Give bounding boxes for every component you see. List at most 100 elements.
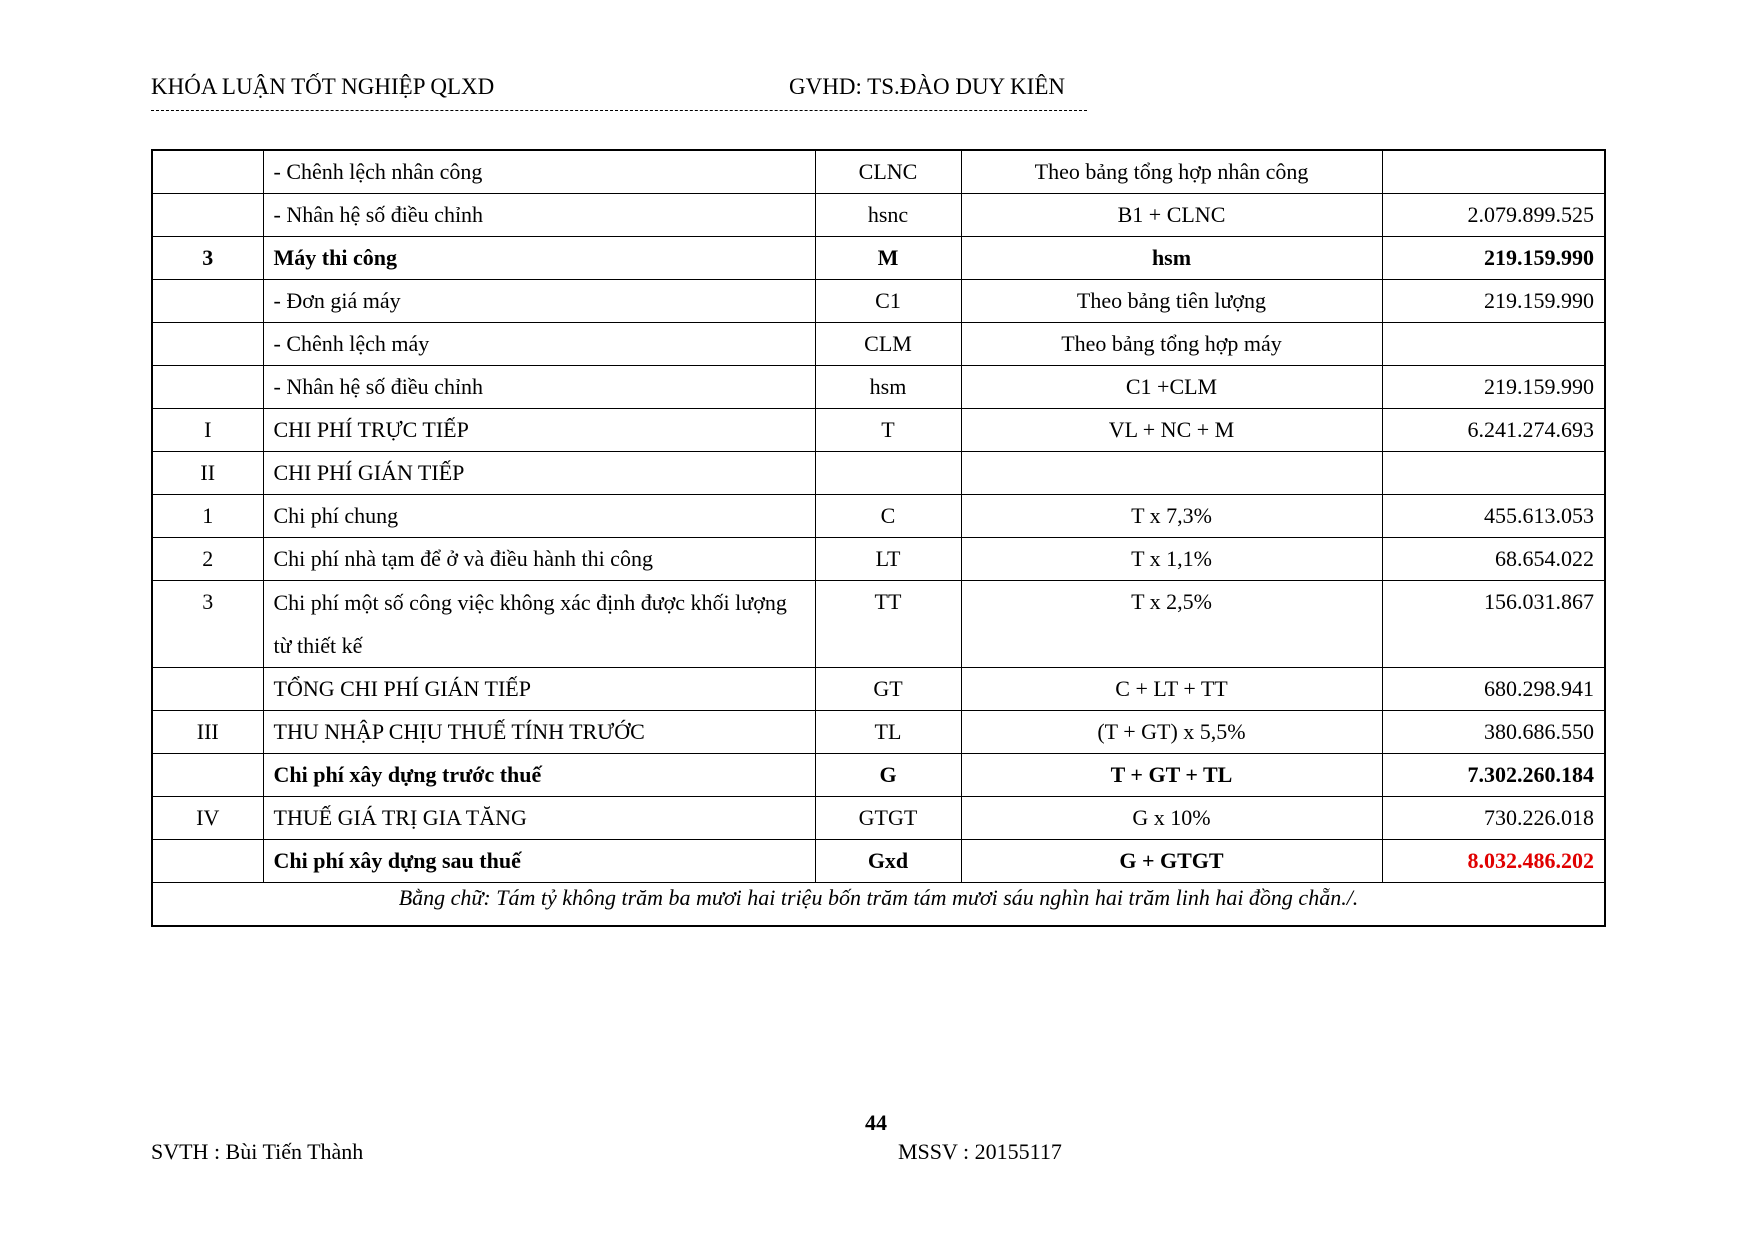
header-thesis-title: KHÓA LUẬN TỐT NGHIỆP QLXD — [151, 74, 495, 99]
row-number — [151, 365, 264, 409]
item-code: TT — [814, 580, 962, 668]
item-code — [814, 451, 962, 495]
item-value — [1381, 451, 1606, 495]
item-name: Chi phí chung — [262, 494, 816, 538]
header-divider — [151, 110, 1087, 111]
item-formula: C + LT + TT — [960, 667, 1383, 711]
item-value: 455.613.053 — [1381, 494, 1606, 538]
row-number: II — [151, 451, 264, 495]
table-row: - Nhân hệ số điều chỉnh hsnc B1 + CLNC 2.07… — [151, 193, 1606, 237]
item-name: Chi phí xây dựng sau thuế — [262, 839, 816, 883]
header-supervisor: GVHD: TS.ĐÀO DUY KIÊN — [789, 74, 1065, 99]
row-number — [151, 193, 264, 237]
item-formula: Theo bảng tổng hợp nhân công — [960, 149, 1383, 194]
item-formula: G + GTGT — [960, 839, 1383, 883]
row-number — [151, 279, 264, 323]
item-formula: T + GT + TL — [960, 753, 1383, 797]
item-formula: G x 10% — [960, 796, 1383, 840]
page-number: 44 — [865, 1110, 887, 1135]
item-value: 2.079.899.525 — [1381, 193, 1606, 237]
cost-table: - Chênh lệch nhân công CLNC Theo bảng tổng… — [151, 149, 1606, 927]
row-number: I — [151, 408, 264, 452]
item-code: Gxd — [814, 839, 962, 883]
item-formula: T x 7,3% — [960, 494, 1383, 538]
item-formula: Theo bảng tiên lượng — [960, 279, 1383, 323]
item-name: CHI PHÍ TRỰC TIẾP — [262, 408, 816, 452]
item-code: T — [814, 408, 962, 452]
student-id: MSSV : 20155117 — [898, 1139, 1062, 1164]
item-value: 68.654.022 — [1381, 537, 1606, 581]
item-code: M — [814, 236, 962, 280]
item-code: CLNC — [814, 149, 962, 194]
item-code: CLM — [814, 322, 962, 366]
item-code: TL — [814, 710, 962, 754]
item-value — [1381, 149, 1606, 194]
row-number — [151, 753, 264, 797]
item-value: 8.032.486.202 — [1381, 839, 1606, 883]
item-name: TỔNG CHI PHÍ GIÁN TIẾP — [262, 667, 816, 711]
item-name: Chi phí nhà tạm để ở và điều hành thi cô… — [262, 537, 816, 581]
item-name: - Nhân hệ số điều chỉnh — [262, 365, 816, 409]
item-value: 380.686.550 — [1381, 710, 1606, 754]
table-row: - Chênh lệch máy CLM Theo bảng tổng hợp má… — [151, 322, 1606, 366]
table-row: - Đơn giá máy C1 Theo bảng tiên lượng 219.1… — [151, 279, 1606, 323]
table-row: - Nhân hệ số điều chỉnh hsm C1 +CLM 219.159… — [151, 365, 1606, 409]
table-row: TỔNG CHI PHÍ GIÁN TIẾP GT C + LT + TT 680.2… — [151, 667, 1606, 711]
item-name: THUẾ GIÁ TRỊ GIA TĂNG — [262, 796, 816, 840]
item-formula: VL + NC + M — [960, 408, 1383, 452]
row-number: 2 — [151, 537, 264, 581]
row-number: IV — [151, 796, 264, 840]
item-code: GT — [814, 667, 962, 711]
item-code: hsnc — [814, 193, 962, 237]
row-number — [151, 149, 264, 194]
table-row: II CHI PHÍ GIÁN TIẾP — [151, 451, 1606, 495]
table-row: Chi phí xây dựng sau thuế Gxd G + GTGT 8.03… — [151, 839, 1606, 883]
table-row: - Chênh lệch nhân công CLNC Theo bảng tổng… — [151, 149, 1606, 194]
item-value: 7.302.260.184 — [1381, 753, 1606, 797]
item-formula: hsm — [960, 236, 1383, 280]
student-name: SVTH : Bùi Tiến Thành — [151, 1139, 364, 1164]
item-name: - Đơn giá máy — [262, 279, 816, 323]
item-code: G — [814, 753, 962, 797]
item-name: Chi phí xây dựng trước thuế — [262, 753, 816, 797]
item-code: LT — [814, 537, 962, 581]
item-formula: Theo bảng tổng hợp máy — [960, 322, 1383, 366]
table-row: Chi phí xây dựng trước thuế G T + GT + TL 7… — [151, 753, 1606, 797]
item-code: hsm — [814, 365, 962, 409]
item-name: - Nhân hệ số điều chỉnh — [262, 193, 816, 237]
item-name: Máy thi công — [262, 236, 816, 280]
item-formula: B1 + CLNC — [960, 193, 1383, 237]
table-row: 1 Chi phí chung C T x 7,3% 455.613.053 — [151, 494, 1606, 538]
table-row: III THU NHẬP CHỊU THUẾ TÍNH TRƯỚC TL (T + G… — [151, 710, 1606, 754]
item-code: C — [814, 494, 962, 538]
row-number — [151, 667, 264, 711]
item-formula — [960, 451, 1383, 495]
row-number — [151, 322, 264, 366]
row-number: 3 — [151, 580, 264, 668]
item-value: 219.159.990 — [1381, 236, 1606, 280]
table-row: 3 Chi phí một số công việc không xác định… — [151, 580, 1606, 668]
table-row: 2 Chi phí nhà tạm để ở và điều hành thi c… — [151, 537, 1606, 581]
in-words-row: Bằng chữ: Tám tỷ không trăm ba mươi hai … — [151, 882, 1606, 927]
table-row: I CHI PHÍ TRỰC TIẾP T VL + NC + M 6.241.274.… — [151, 408, 1606, 452]
item-formula: T x 2,5% — [960, 580, 1383, 668]
row-number: 1 — [151, 494, 264, 538]
item-code: GTGT — [814, 796, 962, 840]
row-number: 3 — [151, 236, 264, 280]
item-name: - Chênh lệch nhân công — [262, 149, 816, 194]
item-formula: C1 +CLM — [960, 365, 1383, 409]
item-code: C1 — [814, 279, 962, 323]
item-name: THU NHẬP CHỊU THUẾ TÍNH TRƯỚC — [262, 710, 816, 754]
item-name: CHI PHÍ GIÁN TIẾP — [262, 451, 816, 495]
item-value: 680.298.941 — [1381, 667, 1606, 711]
item-value: 730.226.018 — [1381, 796, 1606, 840]
item-formula: T x 1,1% — [960, 537, 1383, 581]
amount-in-words: Bằng chữ: Tám tỷ không trăm ba mươi hai … — [151, 882, 1606, 927]
item-value: 219.159.990 — [1381, 279, 1606, 323]
item-value: 6.241.274.693 — [1381, 408, 1606, 452]
row-number — [151, 839, 264, 883]
row-number: III — [151, 710, 264, 754]
item-formula: (T + GT) x 5,5% — [960, 710, 1383, 754]
item-value: 156.031.867 — [1381, 580, 1606, 668]
